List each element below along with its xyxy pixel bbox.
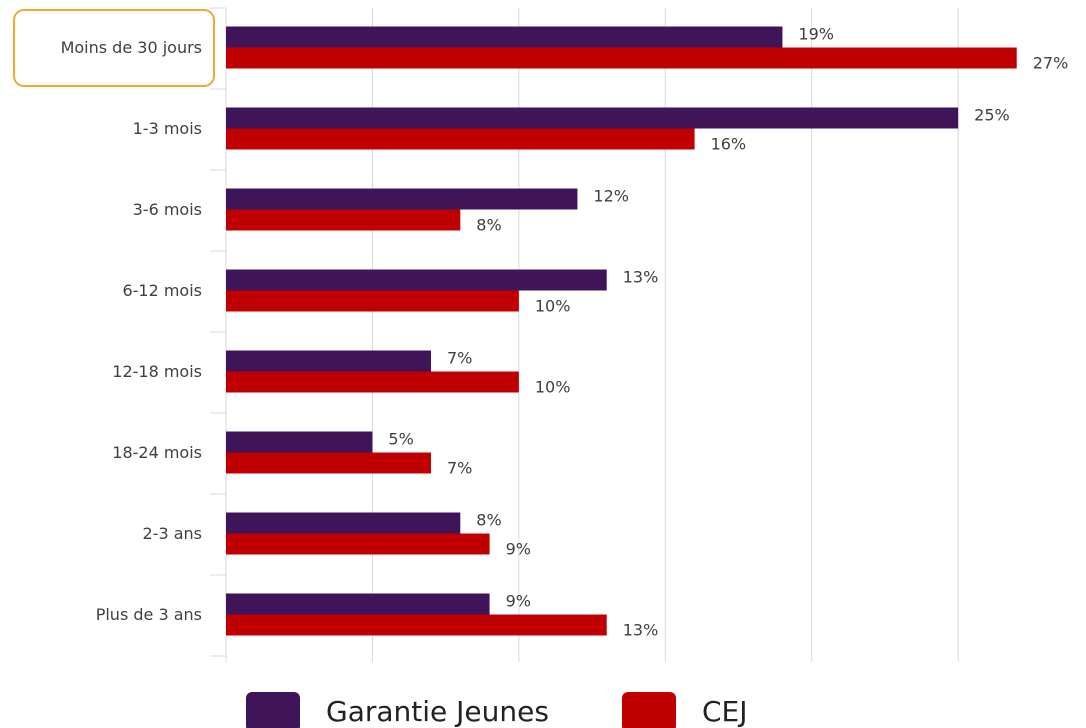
bar: [226, 107, 959, 129]
value-label: 12%: [593, 187, 629, 206]
value-label: 27%: [1033, 54, 1069, 73]
bar: [226, 431, 373, 453]
y-tick-label: 18-24 mois: [112, 443, 202, 462]
bar: [226, 128, 695, 150]
value-label: 8%: [476, 216, 501, 235]
bar: [226, 593, 490, 615]
bar: [226, 614, 607, 636]
value-label: 10%: [535, 297, 571, 316]
bar: [226, 188, 578, 210]
legend-swatch: [246, 692, 300, 728]
y-tick-label: Moins de 30 jours: [61, 38, 202, 57]
value-label: 7%: [447, 349, 472, 368]
bar: [226, 47, 1017, 69]
y-tick-label: 3-6 mois: [133, 200, 202, 219]
y-tick-label: 2-3 ans: [143, 524, 203, 543]
value-label: 9%: [506, 540, 531, 559]
bar: [226, 269, 607, 291]
value-label: 7%: [447, 459, 472, 478]
legend-swatch: [622, 692, 676, 728]
bar: [226, 452, 431, 474]
value-label: 10%: [535, 378, 571, 397]
value-label: 25%: [974, 106, 1010, 125]
legend-label: Garantie Jeunes: [326, 695, 549, 728]
value-label: 13%: [623, 621, 659, 640]
value-label: 5%: [388, 430, 413, 449]
bar: [226, 290, 519, 312]
bar: [226, 533, 490, 555]
highlight-box: [13, 9, 215, 87]
bar: [226, 26, 783, 48]
bar: [226, 350, 431, 372]
value-label: 16%: [711, 135, 747, 154]
y-tick-label: 6-12 mois: [122, 281, 202, 300]
bar: [226, 512, 461, 534]
bar: [226, 209, 461, 231]
bar: [226, 371, 519, 393]
value-label: 19%: [798, 25, 834, 44]
value-label: 13%: [623, 268, 659, 287]
value-label: 8%: [476, 511, 501, 530]
value-label: 9%: [506, 592, 531, 611]
y-tick-label: Plus de 3 ans: [96, 605, 202, 624]
legend-label: CEJ: [702, 695, 748, 728]
y-tick-label: 12-18 mois: [112, 362, 202, 381]
y-tick-label: 1-3 mois: [133, 119, 202, 138]
